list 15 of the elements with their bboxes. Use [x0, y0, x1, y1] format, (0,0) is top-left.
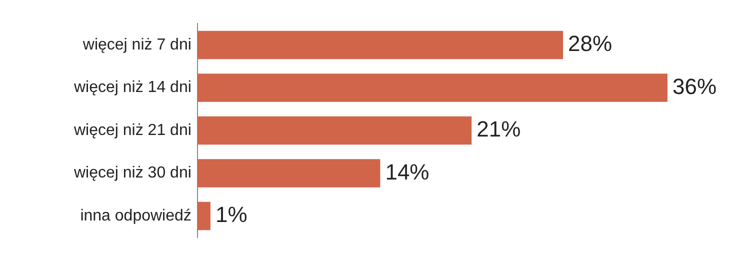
y-tick-label: więcej niż 7 dni [82, 36, 192, 54]
bar [197, 116, 472, 145]
data-label: 14% [385, 159, 430, 184]
data-label: 1% [215, 202, 248, 228]
bar [197, 74, 668, 102]
y-tick-label: więcej niż 14 dni [72, 79, 192, 96]
bar [197, 159, 380, 188]
y-tick-label: inna odpowiedź [80, 207, 192, 224]
bar [197, 202, 210, 230]
y-tick-label: więcej niż 30 dni [72, 164, 192, 182]
bar [197, 30, 564, 60]
y-tick-label: więcej niż 21 dni [72, 122, 192, 139]
data-label: 36% [672, 74, 717, 99]
data-label: 21% [476, 116, 521, 142]
data-label: 28% [568, 31, 612, 56]
